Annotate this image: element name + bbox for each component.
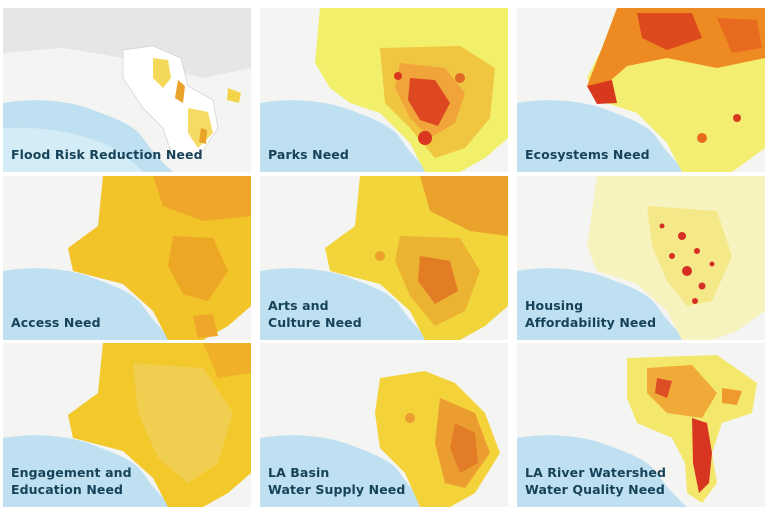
flood-map [3,8,251,172]
tile-label-line: Arts and [268,298,329,313]
tile-label-line: Parks Need [268,147,349,162]
tile-label-line: LA River Watershed [525,465,667,480]
tile-label-line: Housing [525,298,584,313]
tile-label-line: Ecosystems Need [525,147,650,162]
engagement-map [3,343,251,507]
access-map [3,176,251,340]
tile-label-line: Affordability Need [525,315,657,330]
map-tile-basin[interactable]: LA Basin Water Supply Need [260,343,508,507]
map-tile-river[interactable]: LA River Watershed Water Quality Need [517,343,765,507]
arts-map [260,176,508,340]
tile-label-line: Education Need [11,482,124,497]
tile-label-line: Flood Risk Reduction Need [11,147,203,162]
tile-label-ecosystems: Ecosystems Need [525,146,650,163]
ecosystems-map [517,8,765,172]
map-tile-flood[interactable]: Flood Risk Reduction Need [3,8,251,172]
tile-label-line: LA Basin [268,465,330,480]
tile-label-line: Water Quality Need [525,482,665,497]
map-tile-engagement[interactable]: Engagement and Education Need [3,343,251,507]
map-tile-ecosystems[interactable]: Ecosystems Need [517,8,765,172]
tile-label-river: LA River Watershed Water Quality Need [525,464,666,498]
map-tile-arts[interactable]: Arts and Culture Need [260,176,508,340]
river-map [517,343,765,507]
basin-map [260,343,508,507]
housing-map [517,176,765,340]
tile-label-access: Access Need [11,314,101,331]
tile-label-line: Water Supply Need [268,482,406,497]
map-tile-parks[interactable]: Parks Need [260,8,508,172]
tile-label-line: Culture Need [268,315,362,330]
tile-label-housing: Housing Affordability Need [525,297,656,331]
tile-label-line: Access Need [11,315,101,330]
tile-label-engagement: Engagement and Education Need [11,464,132,498]
map-tile-access[interactable]: Access Need [3,176,251,340]
tile-label-flood: Flood Risk Reduction Need [11,146,203,163]
parks-map [260,8,508,172]
tile-label-line: Engagement and [11,465,132,480]
map-tile-housing[interactable]: Housing Affordability Need [517,176,765,340]
tile-label-arts: Arts and Culture Need [268,297,362,331]
tile-label-parks: Parks Need [268,146,349,163]
tile-label-basin: LA Basin Water Supply Need [268,464,405,498]
